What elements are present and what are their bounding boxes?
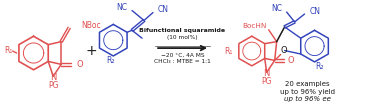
Text: R₁: R₁: [4, 46, 12, 55]
Text: N: N: [50, 73, 56, 82]
Text: CN: CN: [158, 5, 169, 14]
Text: O: O: [76, 60, 83, 69]
Text: up to 96% ee: up to 96% ee: [284, 96, 331, 102]
Text: CN: CN: [310, 7, 321, 16]
Text: R₂: R₂: [315, 62, 324, 71]
Text: CHCl₃ : MTBE = 1:1: CHCl₃ : MTBE = 1:1: [154, 59, 211, 64]
Text: Bifunctional squaramide: Bifunctional squaramide: [139, 28, 226, 33]
Text: R₂: R₂: [106, 56, 115, 65]
Text: PG: PG: [48, 81, 59, 90]
Text: up to 96% yield: up to 96% yield: [280, 89, 335, 94]
Text: (10 mol%): (10 mol%): [167, 35, 198, 40]
Text: NC: NC: [116, 3, 127, 12]
Text: −20 °C, 4A MS: −20 °C, 4A MS: [161, 52, 204, 57]
Text: O: O: [280, 46, 287, 55]
Text: N: N: [263, 69, 270, 78]
Text: O: O: [288, 56, 294, 65]
Text: NBoc: NBoc: [81, 21, 101, 30]
Text: PG: PG: [262, 77, 272, 86]
Text: R₁: R₁: [225, 47, 233, 56]
Text: 20 examples: 20 examples: [285, 81, 330, 87]
Text: NC: NC: [272, 4, 283, 13]
Text: BocHN: BocHN: [242, 23, 267, 29]
Text: +: +: [85, 44, 97, 58]
